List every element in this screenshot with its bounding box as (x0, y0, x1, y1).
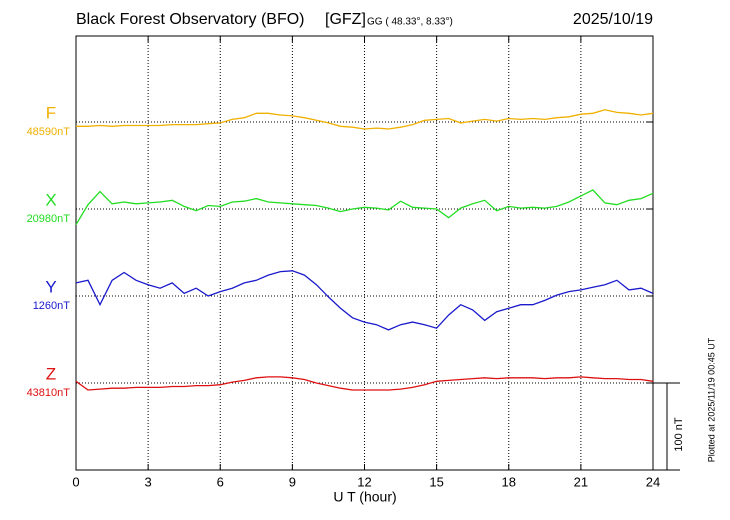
x-tick-label: 18 (502, 474, 516, 489)
date: 2025/10/19 (573, 11, 653, 28)
x-tick-label: 15 (429, 474, 443, 489)
institute: [GFZ] (325, 11, 366, 28)
x-axis-label: U T (hour) (333, 489, 396, 505)
series-name: Y (45, 277, 56, 296)
series-line (75, 189, 654, 226)
baseline-label: 43810nT (27, 387, 71, 399)
x-tick-label: 9 (289, 474, 296, 489)
series-name: X (45, 190, 56, 209)
chart-title: Black Forest Observatory (BFO) (76, 11, 305, 28)
series-name: Z (46, 364, 56, 383)
series-line (75, 270, 654, 331)
x-tick-label: 6 (217, 474, 224, 489)
series-line (75, 376, 654, 391)
series-line (76, 109, 654, 130)
x-tick-label: 21 (574, 474, 588, 489)
x-tick-label: 3 (145, 474, 152, 489)
baseline-label: 1260nT (33, 300, 71, 312)
scale-bar-label: 100 nT (673, 417, 685, 452)
plotted-note: Plotted at 2025/11/19 00:45 UT (706, 337, 716, 462)
coordinates: GG ( 48.33°, 8.33°) (367, 17, 453, 28)
series-name: F (46, 103, 56, 122)
x-tick-label: 24 (646, 474, 660, 489)
x-tick-label: 12 (357, 474, 371, 489)
x-tick-label: 0 (72, 474, 79, 489)
baseline-label: 48590nT (27, 126, 71, 138)
baseline-label: 20980nT (27, 213, 71, 225)
